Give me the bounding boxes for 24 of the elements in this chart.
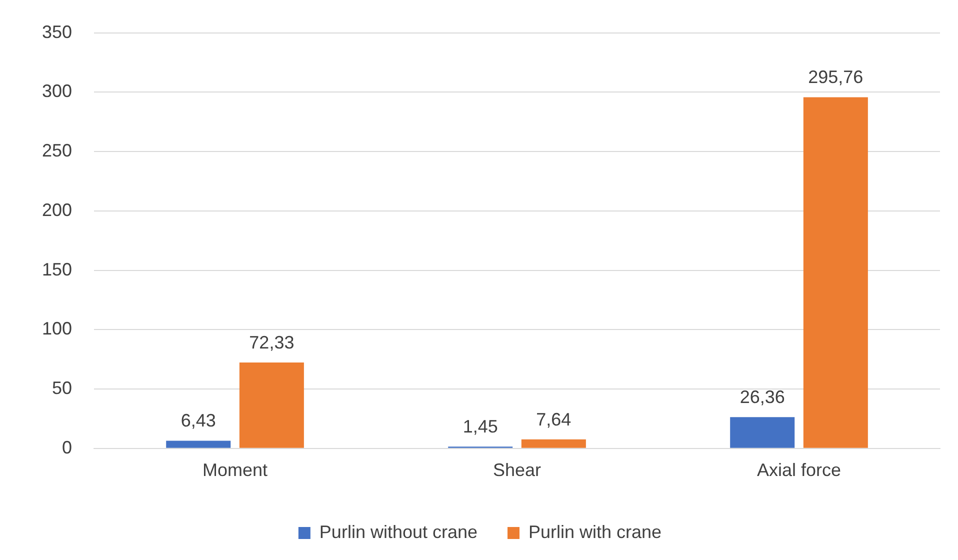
bar — [730, 417, 795, 448]
data-label: 295,76 — [808, 67, 864, 88]
y-tick-label: 300 — [42, 81, 72, 102]
x-tick-label: Shear — [492, 460, 542, 480]
y-tick-label: 200 — [42, 200, 72, 220]
legend-label: Purlin with crane — [528, 522, 662, 542]
bar — [166, 440, 231, 448]
x-tick-label: Moment — [202, 460, 268, 480]
y-tick-label: 150 — [42, 259, 72, 280]
data-label: 26,36 — [740, 387, 785, 408]
legend-label: Purlin without crane — [319, 522, 478, 542]
bar — [239, 362, 304, 448]
y-tick-label: 350 — [42, 22, 72, 42]
data-label: 6,43 — [180, 410, 216, 431]
bar — [803, 97, 868, 448]
y-tick-label: 100 — [42, 318, 72, 339]
y-tick-label: 50 — [52, 378, 72, 398]
data-label: 7,64 — [536, 409, 572, 430]
data-label: 72,33 — [249, 332, 294, 352]
y-tick-label: 0 — [62, 437, 72, 458]
bar — [521, 439, 586, 448]
x-tick-label: Axial force — [756, 460, 842, 480]
data-label: 1,45 — [462, 416, 498, 437]
y-tick-label: 250 — [42, 140, 72, 161]
